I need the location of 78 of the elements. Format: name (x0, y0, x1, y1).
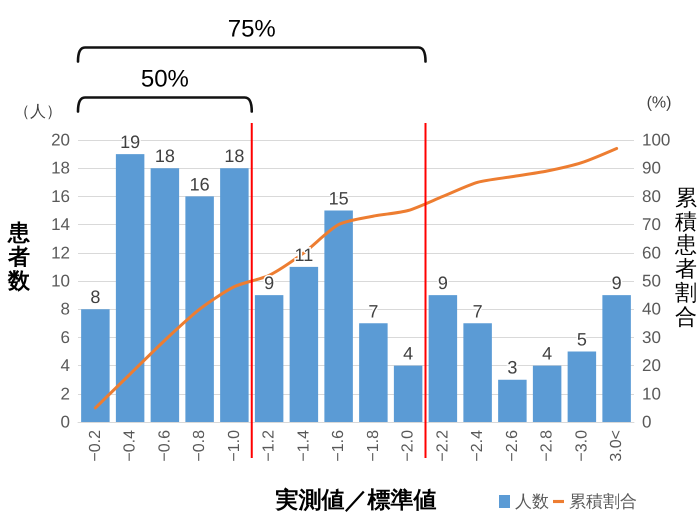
x-tick-label: −1.0 (226, 430, 243, 462)
y-tick-label: 8 (60, 300, 70, 319)
y2-axis-title: 累積患者割合 (675, 186, 697, 330)
y-tick-label: 2 (60, 384, 70, 404)
bar (394, 366, 422, 422)
x-tick-label: −3.0 (573, 430, 590, 462)
x-tick-label: −2.2 (434, 430, 452, 462)
y2-tick-label: 30 (642, 328, 661, 347)
data-label: 3 (507, 358, 518, 378)
text: 75% (228, 16, 276, 42)
y-tick-label: 20 (51, 130, 70, 150)
y-tick-label: 10 (51, 272, 70, 290)
y2-tick-label: 100 (642, 130, 670, 150)
text: (%) (646, 94, 672, 112)
x-tick-label: −2.4 (469, 430, 486, 462)
data-label: 9 (438, 273, 448, 294)
x-tick-label: 3.0< (608, 430, 626, 462)
bar (359, 323, 388, 422)
y-tick-label: 14 (51, 215, 70, 234)
data-label: 8 (90, 287, 100, 308)
legend-label: 累積割合 (569, 492, 637, 511)
data-label: 4 (403, 344, 414, 364)
y2-tick-label: 10 (642, 384, 661, 404)
y-tick-label: 6 (60, 328, 70, 347)
y2-tick-label: 50 (642, 272, 661, 290)
bar (185, 196, 214, 422)
x-tick-label: −0.4 (122, 430, 139, 462)
data-label: 7 (472, 301, 483, 322)
y2-tick-label: 40 (642, 300, 661, 319)
y-tick-label: 0 (60, 412, 70, 432)
y2-tick-label: 70 (642, 215, 661, 234)
y-tick-label: 12 (51, 243, 70, 262)
y-tick-label: 16 (51, 186, 70, 206)
x-tick-label: −1.8 (364, 430, 382, 462)
data-label: 4 (542, 344, 552, 364)
bar (324, 210, 353, 422)
bar (254, 295, 284, 422)
y2-tick-label: 60 (642, 243, 661, 262)
x-tick-label: −0.8 (191, 430, 208, 462)
x-tick-label: −1.6 (330, 430, 348, 462)
bar (220, 168, 249, 422)
bar (116, 154, 144, 422)
x-tick-label: −1.2 (260, 430, 278, 462)
y-tick-label: 18 (51, 158, 70, 178)
text: 50% (140, 66, 189, 92)
y2-tick-label: 20 (642, 356, 661, 376)
bar (428, 295, 458, 422)
text: （人） (14, 104, 62, 120)
x-tick-label: −2.0 (400, 430, 417, 462)
x-tick-label: −2.6 (504, 430, 521, 462)
y2-tick-label: 80 (642, 186, 661, 206)
bar (498, 380, 527, 422)
x-tick-label: −0.2 (86, 430, 104, 462)
bar (290, 266, 318, 422)
x-tick-label: −1.4 (295, 430, 312, 462)
data-label: 7 (368, 301, 378, 322)
data-label: 19 (120, 132, 140, 152)
data-label: 5 (576, 330, 587, 350)
y-axis-title: 患者数 (8, 221, 30, 294)
legend-label: 人数 (515, 492, 549, 511)
x-tick-label: −0.6 (156, 430, 174, 462)
bar (602, 295, 631, 422)
y2-tick-label: 90 (642, 158, 661, 178)
y-tick-label: 4 (60, 356, 70, 376)
y2-tick-label: 0 (642, 412, 652, 432)
bar (568, 352, 596, 422)
data-label: 9 (264, 273, 274, 294)
x-tick-label: −2.8 (538, 430, 556, 462)
bar (150, 168, 180, 422)
data-label: 9 (612, 273, 622, 294)
bar (81, 309, 110, 422)
data-label: 16 (190, 174, 210, 194)
bar (532, 366, 562, 422)
bar (463, 323, 492, 422)
data-label: 15 (328, 188, 349, 208)
data-label: 18 (224, 146, 244, 166)
x-axis-title: 実測値／標準値 (274, 486, 436, 512)
data-label: 18 (154, 146, 175, 166)
